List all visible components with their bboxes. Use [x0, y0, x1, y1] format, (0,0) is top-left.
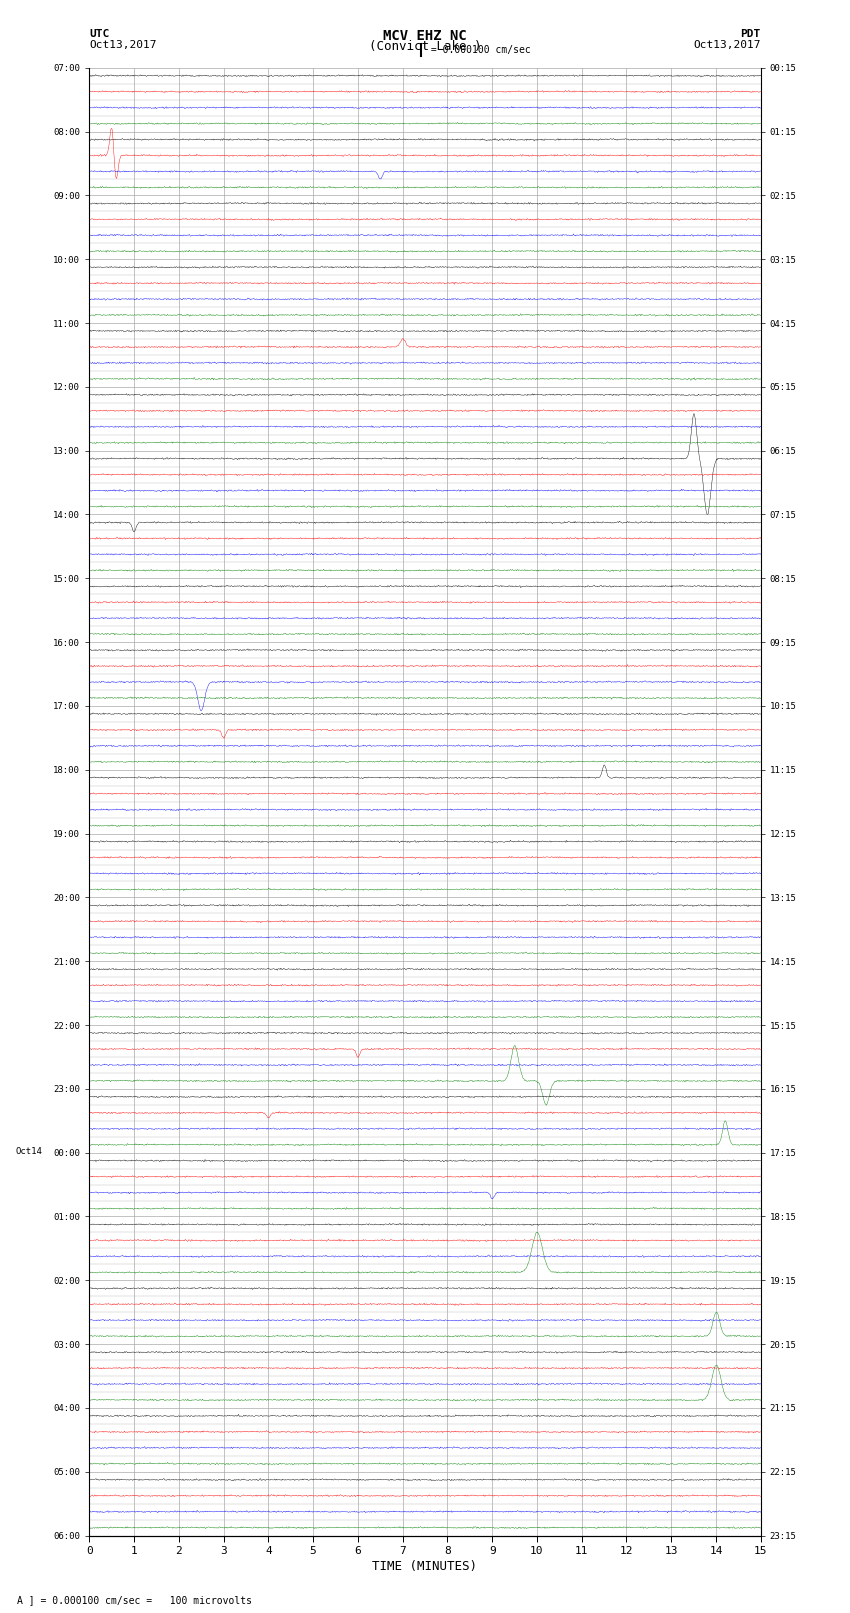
- Text: MCV EHZ NC: MCV EHZ NC: [383, 29, 467, 44]
- Text: Oct13,2017: Oct13,2017: [89, 40, 156, 50]
- Text: A ] = 0.000100 cm/sec =   100 microvolts: A ] = 0.000100 cm/sec = 100 microvolts: [17, 1595, 252, 1605]
- X-axis label: TIME (MINUTES): TIME (MINUTES): [372, 1560, 478, 1573]
- Text: = 0.000100 cm/sec: = 0.000100 cm/sec: [425, 45, 530, 55]
- Text: Oct14: Oct14: [15, 1147, 42, 1155]
- Text: Oct13,2017: Oct13,2017: [694, 40, 761, 50]
- Text: PDT: PDT: [740, 29, 761, 39]
- Text: (Convict Lake ): (Convict Lake ): [369, 40, 481, 53]
- Text: UTC: UTC: [89, 29, 110, 39]
